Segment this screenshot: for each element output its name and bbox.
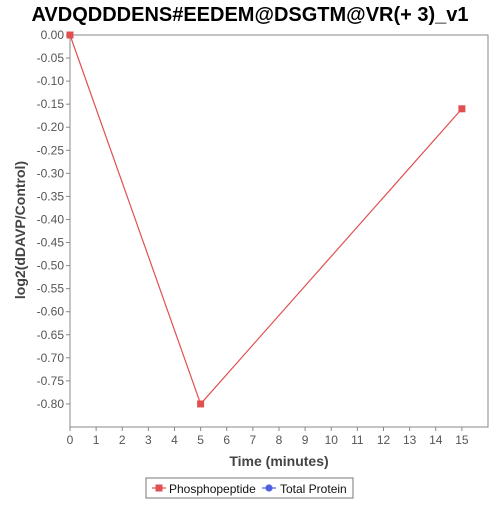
y-axis-title: log2(dDAVP/Control) [12,161,28,299]
x-tick-label: 0 [67,433,74,447]
x-tick-label: 12 [377,433,391,447]
x-tick-label: 6 [223,433,230,447]
legend-phosphopeptide-label: Phosphopeptide [169,482,256,496]
y-tick-label: -0.75 [37,374,65,388]
series-layer [66,31,466,408]
y-tick-label: -0.45 [37,236,65,250]
x-tick-label: 11 [351,433,364,447]
legend-total-protein-marker [265,484,273,492]
x-tick-label: 10 [325,433,339,447]
y-tick-label: -0.25 [37,143,65,157]
y-tick-label: -0.20 [37,120,65,134]
series-0-point [197,400,205,408]
legend-phosphopeptide-marker [155,484,163,492]
x-tick-label: 2 [119,433,126,447]
series-0-segment [69,34,202,405]
y-tick-label: -0.60 [37,305,65,319]
y-tick-label: -0.05 [37,51,65,65]
y-tick-label: -0.80 [37,397,65,411]
y-tick-label: -0.40 [37,212,65,226]
x-axis-ticks: 0 1 2 3 4 5 6 7 8 9 10 11 12 13 14 15 [67,427,469,447]
x-axis-title: Time (minutes) [229,453,328,469]
y-tick-label: -0.10 [37,74,65,88]
series-0-point [458,105,466,113]
x-tick-label: 15 [455,433,469,447]
series-0-point [66,31,74,39]
y-axis-ticks: 0.00 -0.05 -0.10 -0.15 -0.20 -0.25 -0.30 -0.35 -… [37,28,70,411]
y-tick-label: -0.65 [37,328,65,342]
legend-total-protein-label: Total Protein [280,482,347,496]
x-tick-label: 7 [250,433,257,447]
x-tick-label: 13 [403,433,417,447]
y-tick-label: -0.55 [37,282,65,296]
x-tick-label: 4 [171,433,178,447]
y-tick-label: -0.70 [37,351,65,365]
x-tick-label: 14 [429,433,443,447]
y-tick-label: -0.35 [37,189,65,203]
x-tick-label: 8 [276,433,283,447]
legend-box [145,477,354,499]
x-tick-label: 3 [145,433,152,447]
y-tick-label: -0.50 [37,259,65,273]
legend: Phosphopeptide Total Protein [145,477,354,499]
x-tick-label: 9 [302,433,309,447]
x-tick-label: 1 [93,433,100,447]
chart-title: AVDQDDDENS#EEDEM@DSGTM@VR(+ 3)_v1 [31,4,468,26]
y-tick-label: -0.30 [37,166,65,180]
y-tick-label: 0.00 [41,28,65,42]
plot-area [69,34,489,428]
y-tick-label: -0.15 [37,97,65,111]
x-tick-label: 5 [197,433,204,447]
series-0-segment [200,108,463,405]
